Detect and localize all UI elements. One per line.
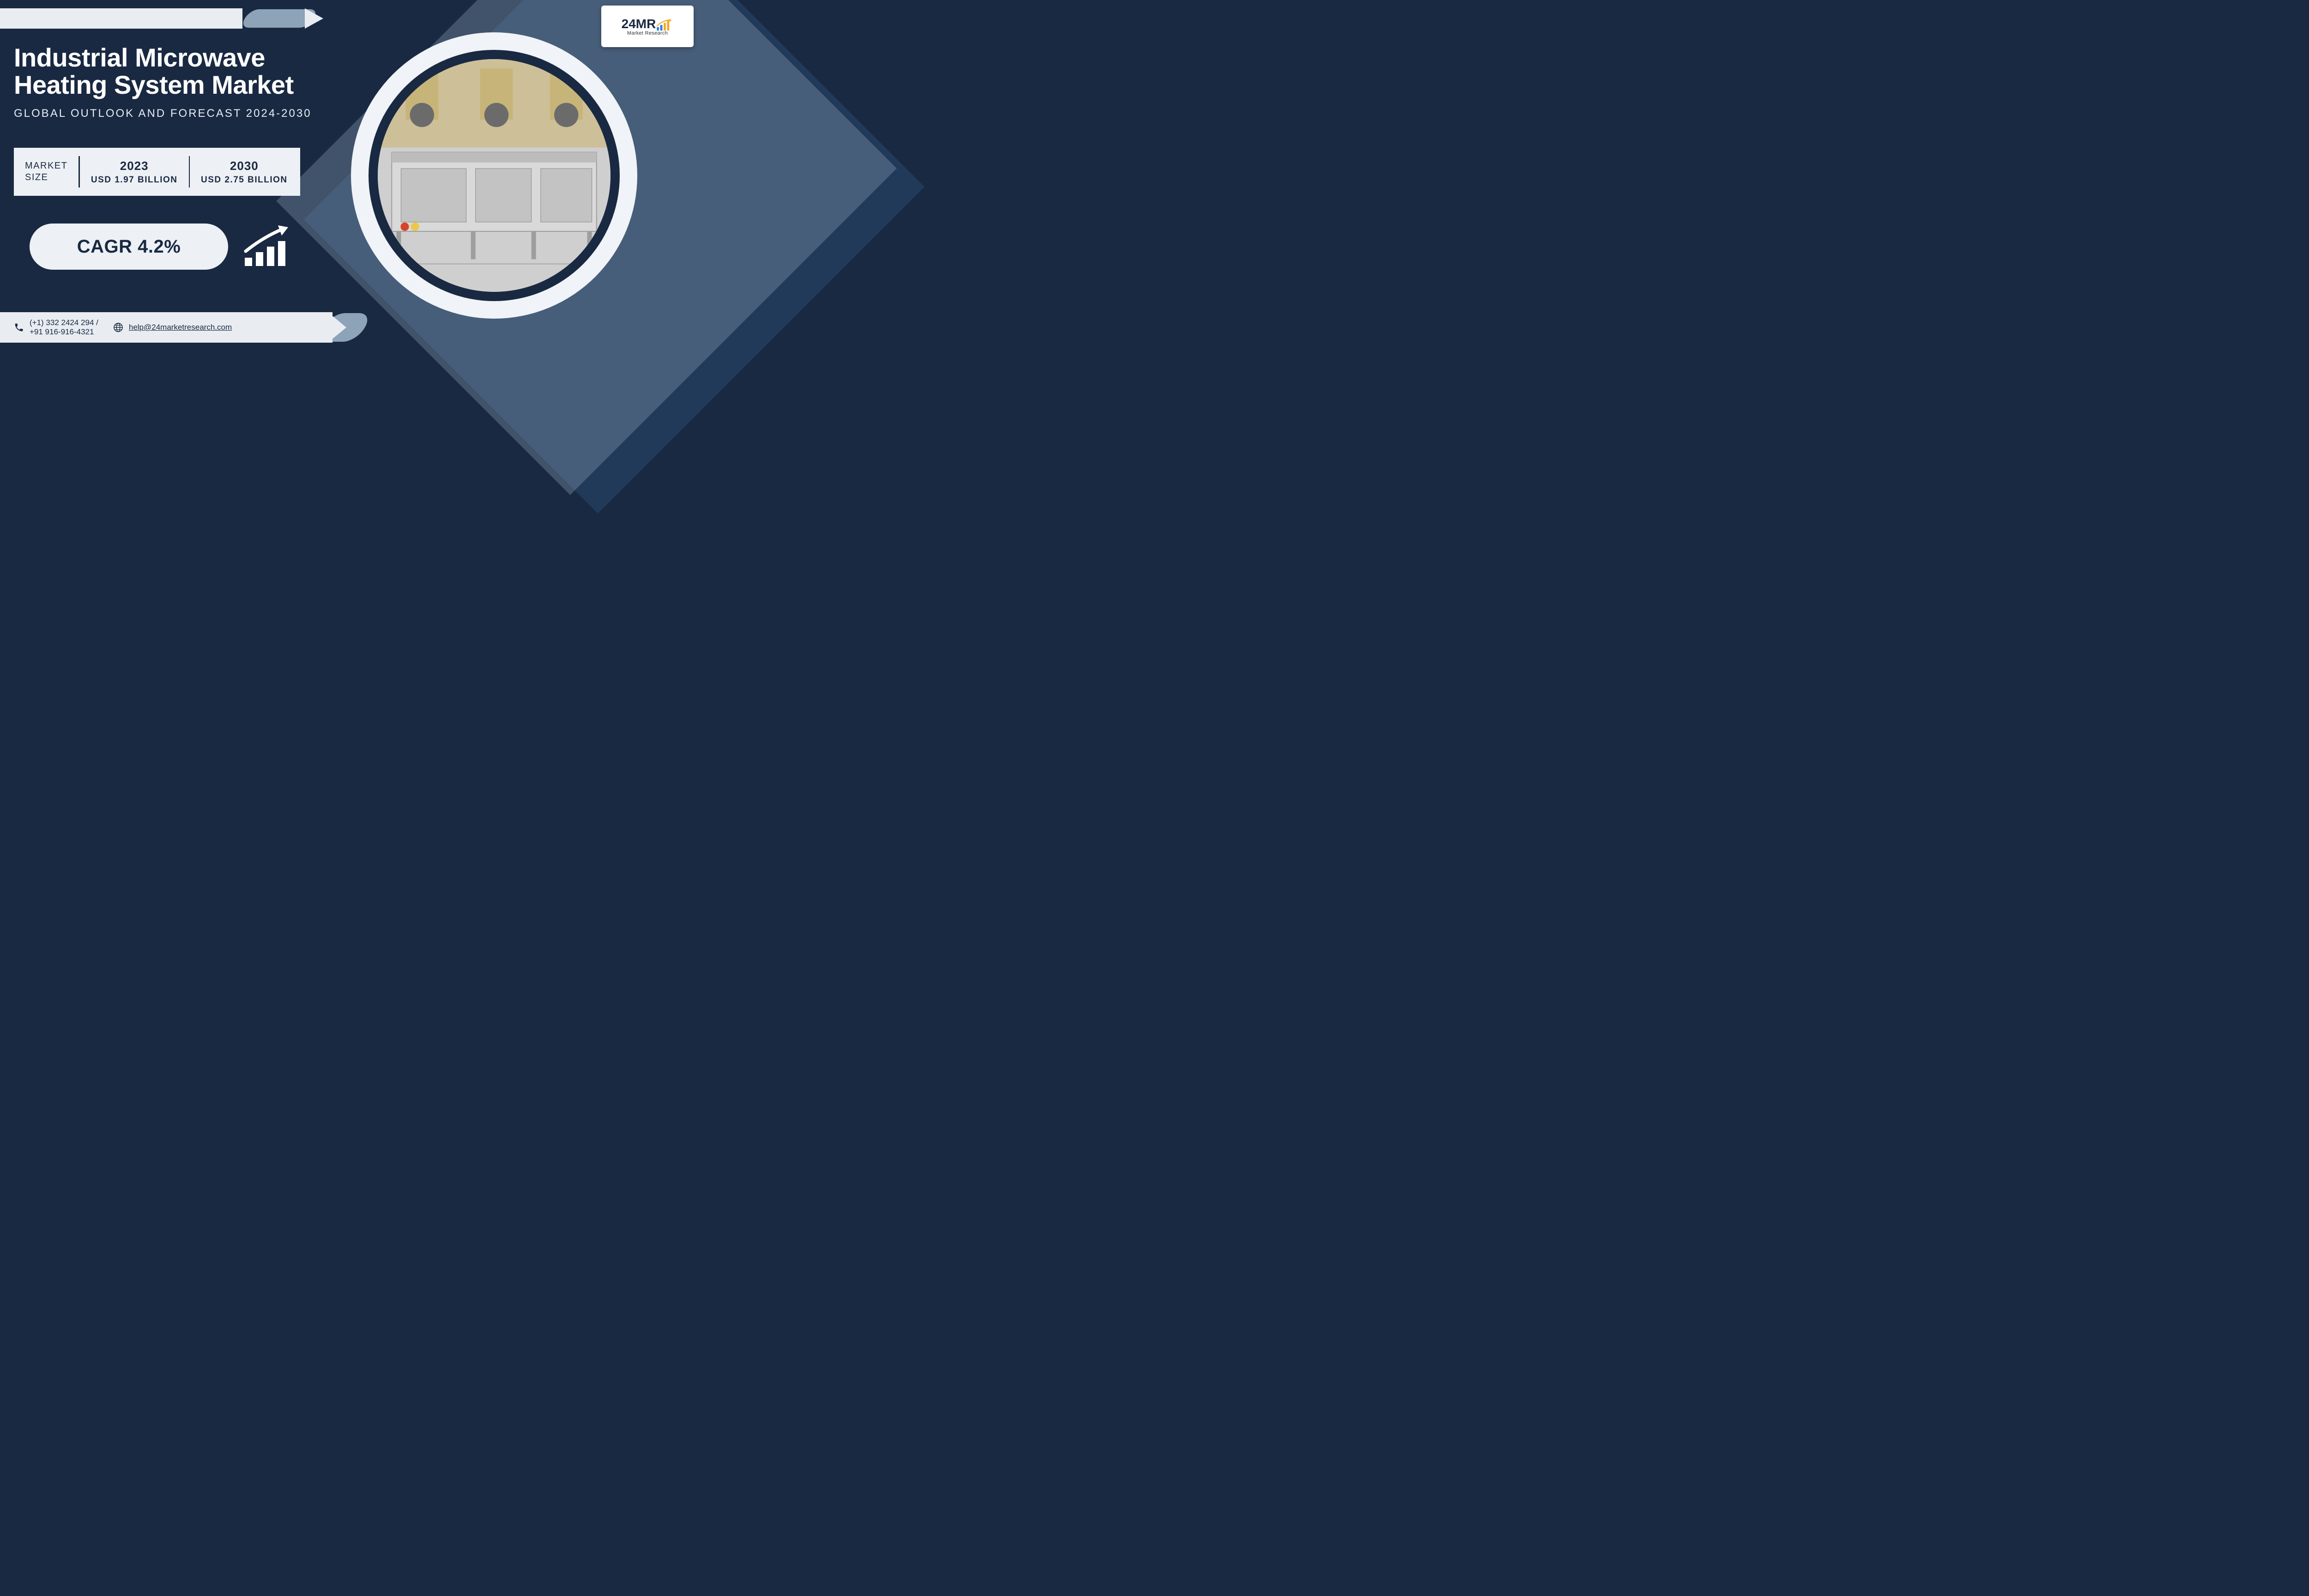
header-stripe: [0, 8, 323, 29]
phone-numbers: (+1) 332 2424 294 / +91 916-916-4321: [30, 318, 98, 337]
phone-icon: [14, 322, 24, 332]
market-size-panel: MARKET SIZE 2023 USD 1.97 BILLION 2030 U…: [14, 148, 300, 196]
title-line-2: Heating System Market: [14, 72, 312, 99]
title-line-1: Industrial Microwave: [14, 44, 312, 72]
phone-line-1: (+1) 332 2424 294 /: [30, 318, 98, 327]
footer-contact-bar: (+1) 332 2424 294 / +91 916-916-4321 hel…: [0, 312, 332, 343]
hero-image: [378, 59, 610, 292]
market-size-label-l1: MARKET: [25, 160, 67, 172]
report-subtitle: GLOBAL OUTLOOK AND FORECAST 2024-2030: [14, 107, 312, 120]
cagr-value: CAGR 4.2%: [77, 236, 181, 257]
contact-email-link[interactable]: help@24marketresearch.com: [129, 323, 232, 332]
phone-line-2: +91 916-916-4321: [30, 327, 98, 337]
cagr-pill: CAGR 4.2%: [30, 224, 228, 270]
report-title: Industrial Microwave Heating System Mark…: [14, 44, 312, 99]
globe-icon: [113, 322, 123, 332]
market-size-cell-2030: 2030 USD 2.75 BILLION: [190, 159, 299, 185]
market-size-label: MARKET SIZE: [14, 160, 79, 183]
brand-logo-text: 24MR: [622, 17, 674, 31]
hero-equipment-svg: [378, 59, 610, 292]
value-2023: USD 1.97 BILLION: [91, 175, 178, 185]
value-2030: USD 2.75 BILLION: [201, 175, 288, 185]
brand-name: 24MR: [622, 17, 656, 31]
year-2030: 2030: [201, 159, 288, 173]
market-size-cell-2023: 2023 USD 1.97 BILLION: [80, 159, 189, 185]
brand-logo-card: 24MR Market Research: [601, 6, 694, 47]
growth-bars-icon: [242, 224, 293, 270]
brand-chart-icon: [656, 19, 673, 31]
cagr-row: CAGR 4.2%: [30, 224, 293, 270]
hero-image-frame: [351, 32, 637, 319]
market-size-label-l2: SIZE: [25, 172, 67, 183]
year-2023: 2023: [91, 159, 178, 173]
title-block: Industrial Microwave Heating System Mark…: [14, 44, 312, 120]
